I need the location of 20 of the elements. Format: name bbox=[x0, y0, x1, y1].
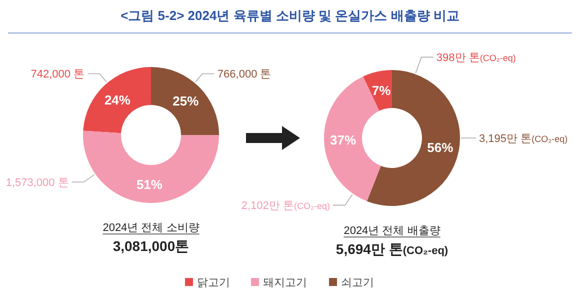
text: 2024년 전체 소비량 bbox=[102, 222, 200, 234]
data-label: 25% bbox=[172, 93, 200, 108]
text: 2024년 전체 배출량 bbox=[344, 225, 440, 237]
text: 3,081,000톤 bbox=[112, 238, 190, 254]
text: 5,694만 톤(CO₂-eq) bbox=[336, 241, 448, 257]
data-label: 51% bbox=[136, 176, 163, 192]
text: 766,000 톤 bbox=[217, 68, 272, 81]
legend-label: 쇠고기 bbox=[341, 277, 374, 289]
data-label: 7% bbox=[372, 83, 392, 98]
text: 2,102만 톤(CO₂-eq) bbox=[241, 200, 330, 212]
data-label: 37% bbox=[330, 132, 356, 148]
data-label: 56% bbox=[427, 140, 454, 156]
data-label: 24% bbox=[104, 92, 131, 108]
chart-title: <그림 5-2> 2024년 육류별 소비량 및 온실가스 배출량 비교 bbox=[120, 8, 460, 23]
text: 742,000 톤 bbox=[30, 68, 85, 81]
text: 3,195만 톤(CO₂-eq) bbox=[479, 133, 568, 145]
text: 1,573,000 톤 bbox=[6, 177, 69, 190]
text: 398만 톤(CO₂-eq) bbox=[436, 52, 516, 64]
legend-label: 닭고기 bbox=[197, 277, 230, 289]
legend-label: 돼지고기 bbox=[263, 277, 307, 289]
